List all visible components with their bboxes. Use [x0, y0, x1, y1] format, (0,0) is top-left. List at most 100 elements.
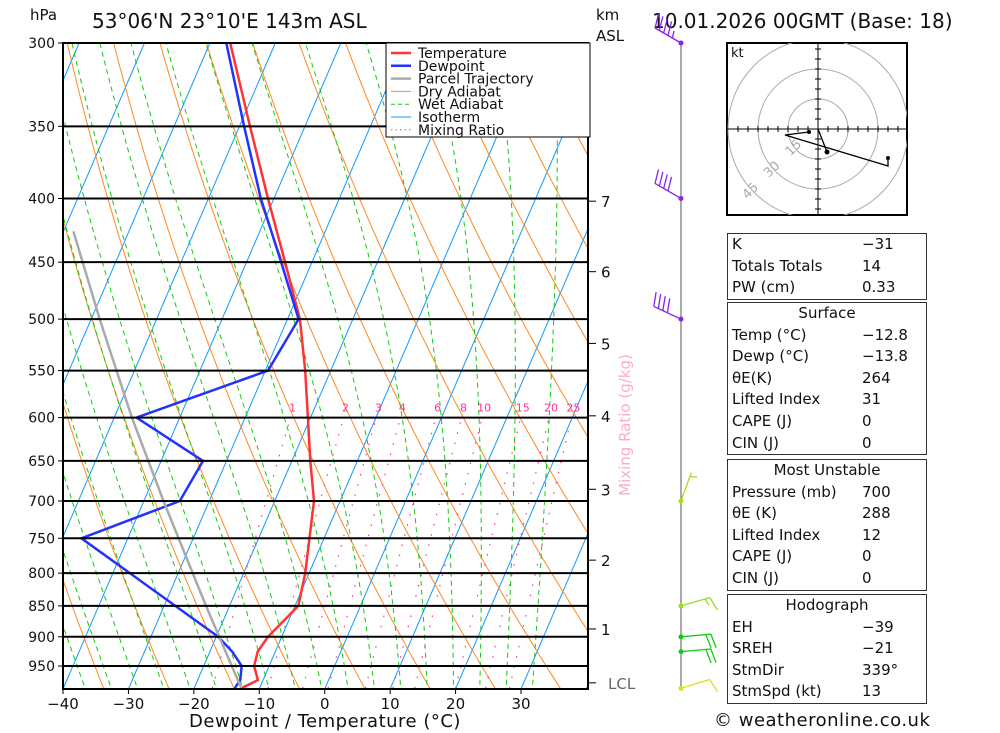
indices-top-box: K −31 Totals Totals 14 PW (cm) 0.33	[727, 233, 927, 300]
index-value: 0	[862, 568, 872, 587]
pressure-tick-label: 600	[28, 411, 55, 427]
wind-barb	[654, 13, 684, 46]
index-value: 288	[862, 504, 891, 523]
wet-adiabat-line	[431, 43, 482, 689]
datetime-title: 10.01.2026 00GMT (Base: 18)	[652, 9, 953, 33]
mixing-ratio-label: 20	[544, 402, 558, 415]
index-value: 14	[862, 256, 882, 275]
index-value: −21	[862, 639, 894, 658]
index-value: 0	[862, 433, 872, 452]
isotherm-line	[324, 75, 588, 689]
index-label: SREH	[732, 639, 773, 658]
mixing-ratio-label: 4	[399, 402, 406, 415]
index-row-totals: Totals Totals 14	[728, 256, 926, 278]
index-value: 339°	[862, 660, 899, 679]
pressure-unit-label: hPa	[30, 6, 57, 24]
axes: 3003504004505005506006507007508008509009…	[28, 36, 636, 732]
index-value: −12.8	[862, 325, 908, 344]
wet-adiabat-line	[251, 43, 402, 689]
wet-adiabat-line	[63, 113, 244, 689]
wind-barb-flag	[663, 18, 668, 34]
dry-adiabat-line	[63, 401, 170, 689]
wind-barb-half	[704, 598, 710, 606]
mixing-ratio-label: 1	[289, 402, 296, 415]
index-row: θE(K) 264	[728, 368, 926, 390]
legend-label: Mixing Ratio	[418, 123, 504, 139]
mixing-ratio-line	[267, 417, 345, 689]
x-tick-label: 20	[446, 695, 465, 713]
index-label: K	[732, 235, 742, 253]
wind-barb-flag	[667, 176, 673, 192]
mixing-ratio-label: 10	[477, 402, 491, 415]
wet-adiabat-line	[99, 43, 296, 689]
hodograph-box: Hodograph EH −39 SREH −21 StmDir 339° StmSpd (…	[727, 594, 927, 704]
index-value: −31	[862, 235, 894, 253]
mixing-ratio-label: 8	[460, 402, 467, 415]
x-tick-label: −10	[243, 695, 275, 713]
legend-label: Parcel Trajectory	[418, 72, 534, 88]
index-row-k: K −31	[728, 234, 926, 256]
x-tick-label: −30	[113, 695, 145, 713]
x-tick-label: −20	[178, 695, 210, 713]
wind-barbs	[653, 13, 719, 693]
index-label: Temp (°C)	[732, 325, 807, 344]
plot-frame	[62, 42, 589, 690]
mixing-ratio-label: 3	[375, 402, 382, 415]
wind-barb-staff	[680, 472, 692, 502]
wind-barb-flag	[663, 174, 668, 189]
index-value: 264	[862, 368, 891, 387]
index-label: θE(K)	[732, 368, 773, 387]
dry-adiabat-line	[484, 43, 588, 250]
isotherm-line	[63, 43, 211, 386]
index-row: Lifted Index 31	[728, 389, 926, 411]
hodograph-end-dot	[886, 156, 890, 160]
km-tick-label: 7	[601, 193, 611, 211]
wind-barb-flag	[705, 649, 712, 664]
wind-barb-flag	[667, 21, 673, 36]
index-row: CIN (J) 0	[728, 433, 926, 455]
legend-label: Isotherm	[418, 110, 480, 126]
profiles	[72, 43, 316, 689]
wind-barb-half	[671, 30, 675, 39]
km-tick-label: 3	[601, 481, 611, 499]
wind-barb	[653, 291, 684, 322]
mixing-ratio-line	[455, 417, 522, 689]
pressure-tick-label: 850	[28, 599, 55, 615]
mixing-ratio-line	[392, 417, 463, 689]
section-title: Hodograph	[785, 596, 869, 614]
wind-barb-staff	[680, 678, 710, 689]
index-label: EH	[732, 617, 753, 636]
wind-barb-flag	[710, 648, 717, 663]
isotherm-line	[389, 227, 588, 689]
pressure-tick-label: 950	[28, 659, 55, 675]
index-label: StmSpd (kt)	[732, 682, 822, 701]
isotherm-line	[127, 43, 407, 689]
pressure-tick-label: 800	[28, 566, 55, 582]
storm-motion-vector	[817, 128, 828, 153]
hodograph-trace	[784, 131, 889, 167]
pressure-tick-label: 350	[28, 119, 55, 135]
copyright[interactable]: © weatheronline.co.uk	[714, 710, 931, 731]
index-label: CAPE (J)	[732, 547, 793, 566]
index-row: StmSpd (kt) 13	[728, 681, 926, 703]
pressure-tick-label: 450	[28, 255, 55, 271]
index-row: CAPE (J) 0	[728, 411, 926, 433]
km-label: km	[596, 6, 619, 24]
index-label: StmDir	[732, 660, 784, 679]
dry-adiabat-line	[63, 578, 105, 689]
x-tick-label: 10	[381, 695, 400, 713]
pressure-tick-label: 700	[28, 494, 55, 510]
isotherm-line	[63, 43, 145, 234]
wet-adiabat-line	[531, 43, 558, 689]
index-value: 700	[862, 482, 891, 501]
index-row: Temp (°C) −12.8	[728, 325, 926, 347]
index-row-pw: PW (cm) 0.33	[728, 277, 926, 299]
dry-adiabat-line	[345, 43, 588, 535]
pressure-tick-label: 900	[28, 630, 55, 646]
mixing-ratio-line	[508, 417, 572, 689]
wind-barb	[678, 633, 717, 649]
legend-label: Temperature	[417, 46, 507, 62]
